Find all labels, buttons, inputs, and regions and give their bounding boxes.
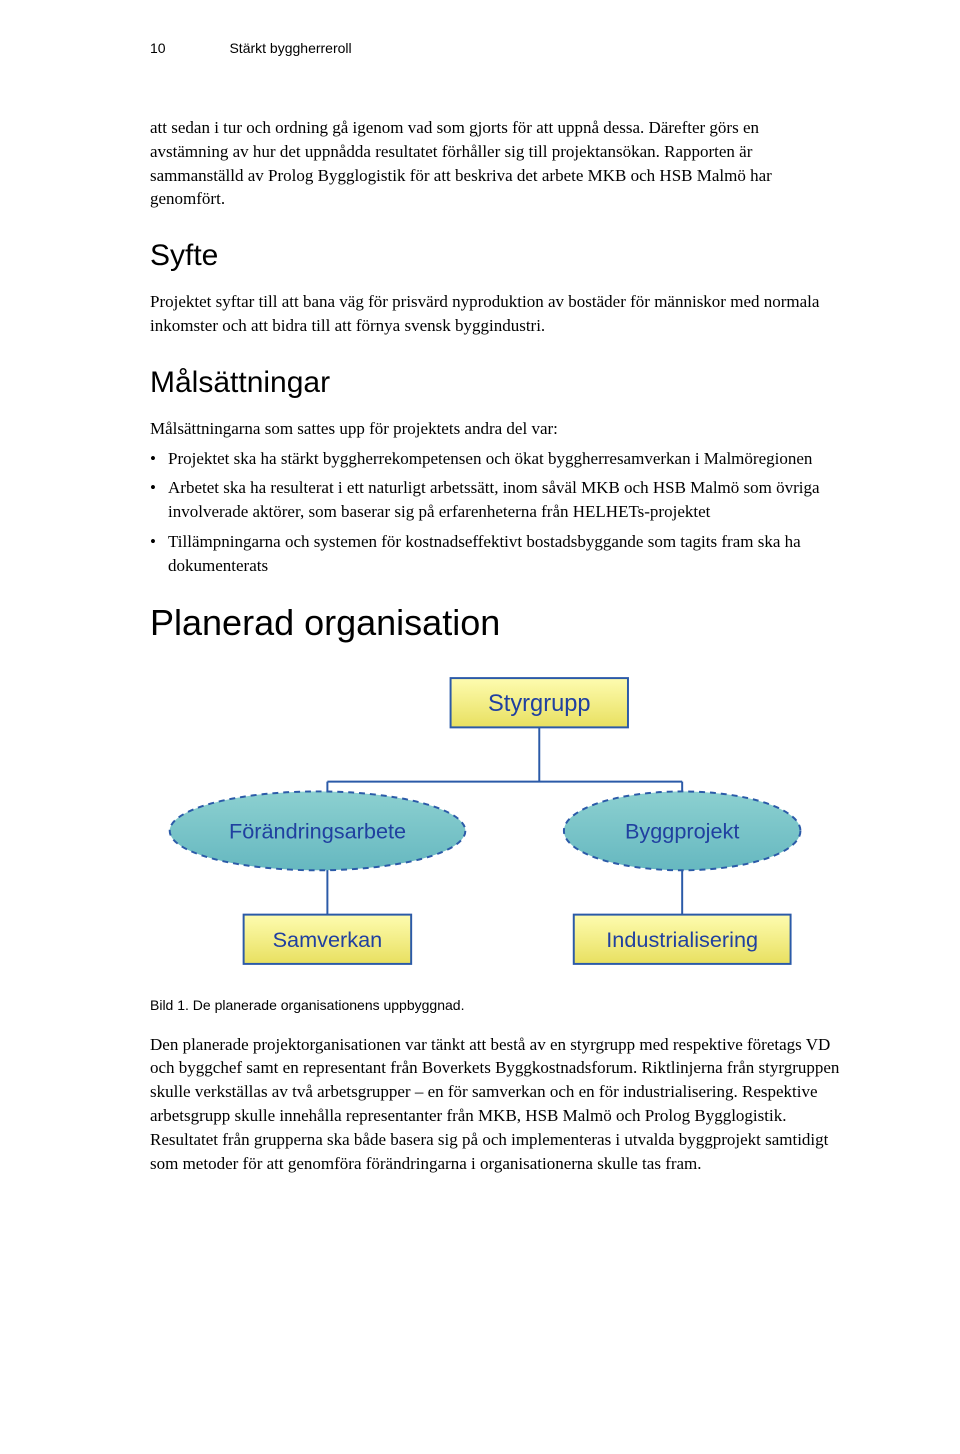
planerad-org-paragraph: Den planerade projektorganisationen var … [150,1033,840,1176]
running-header: 10 Stärkt byggherreroll [150,40,840,56]
svg-text:Samverkan: Samverkan [273,926,383,951]
svg-text:Industrialisering: Industrialisering [606,926,758,951]
svg-text:Förändringsarbete: Förändringsarbete [229,818,406,843]
page-number: 10 [150,40,166,56]
svg-text:Styrgrupp: Styrgrupp [488,691,591,717]
malsattningar-lead: Målsättningarna som sattes upp för proje… [150,417,840,441]
list-item: Projektet ska ha stärkt byggherrekompete… [150,447,840,471]
intro-paragraph: att sedan i tur och ordning gå igenom va… [150,116,840,211]
heading-malsattningar: Målsättningar [150,366,840,400]
list-item: Arbetet ska ha resulterat i ett naturlig… [150,476,840,524]
svg-text:Byggprojekt: Byggprojekt [625,818,739,843]
list-item: Tillämpningarna och systemen för kostnad… [150,530,840,578]
heading-planerad-organisation: Planerad organisation [150,602,840,644]
running-title: Stärkt byggherreroll [229,40,351,56]
diagram-caption: Bild 1. De planerade organisationens upp… [150,997,840,1013]
syfte-text: Projektet syftar till att bana väg för p… [150,290,840,338]
heading-syfte: Syfte [150,239,840,273]
malsattningar-list: Projektet ska ha stärkt byggherrekompete… [150,447,840,578]
org-diagram: Styrgrupp Förändringsarbete Byggprojekt Sam… [150,666,830,976]
page-container: 10 Stärkt byggherreroll att sedan i tur … [0,0,960,1263]
